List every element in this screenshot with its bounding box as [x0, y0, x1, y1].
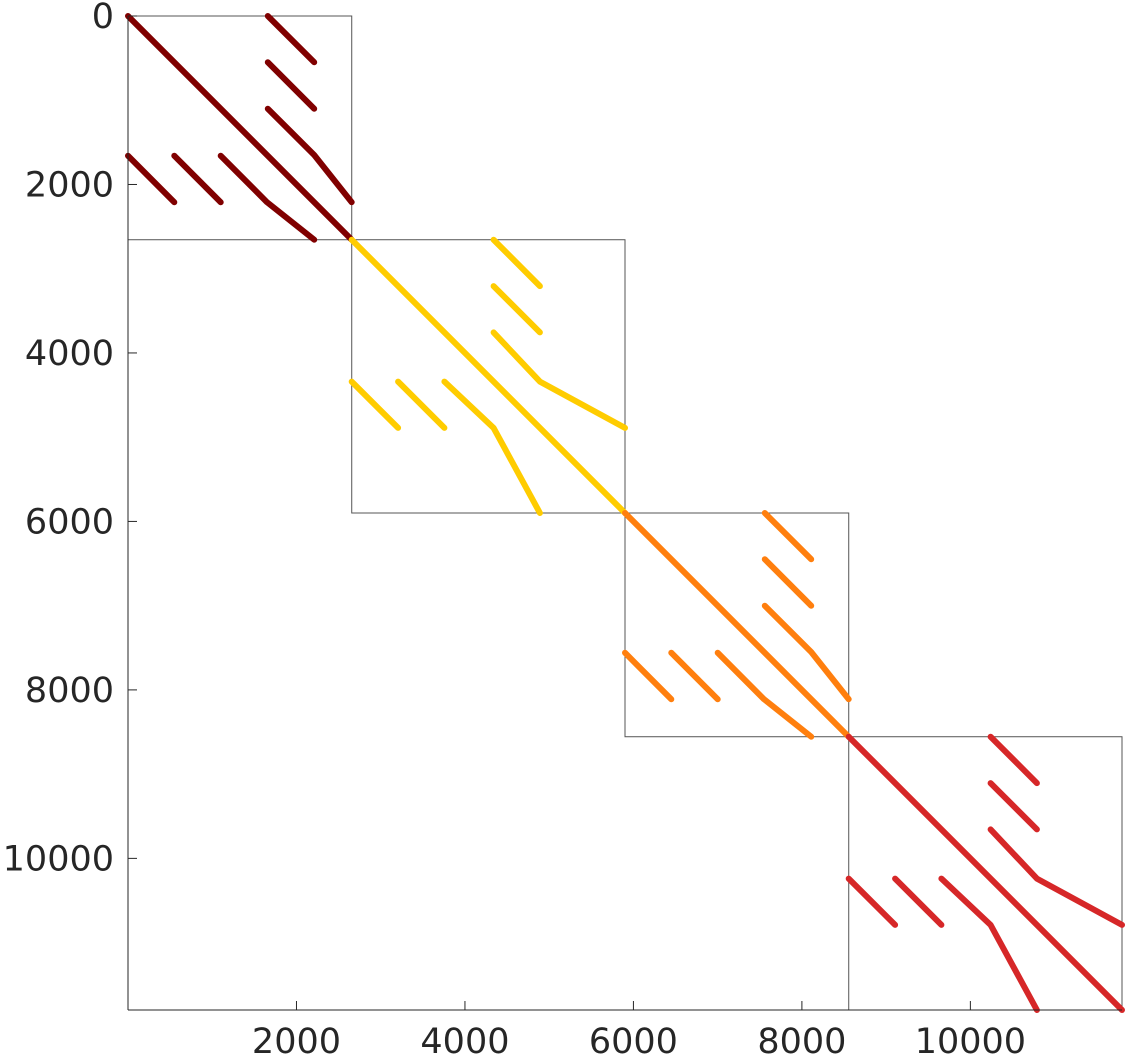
y-axis-ticks: 0 2000 4000 6000 8000 10000 — [3, 0, 137, 879]
block-2-nonzero-segment-7 — [441, 378, 543, 516]
block-2-nonzero-segment-6 — [395, 378, 448, 431]
block-1-nonzero-segment-2 — [264, 13, 318, 66]
block-1-nonzero-segment-3 — [264, 59, 318, 112]
block-4-nonzero-segment-4 — [987, 826, 1125, 928]
block-4-nonzero-segment-3 — [987, 780, 1040, 833]
y-tick-label: 2000 — [25, 165, 114, 205]
x-tick-label: 2000 — [252, 1022, 341, 1059]
block-2-nonzero-segment-1 — [348, 236, 628, 516]
block-1-nonzero-segment-7 — [217, 152, 318, 243]
x-tick-label: 6000 — [589, 1022, 678, 1059]
y-tick-label: 4000 — [25, 334, 114, 374]
y-tick-label: 8000 — [25, 671, 114, 711]
block-2-nonzero-segment-2 — [490, 236, 543, 290]
block-4-nonzero-segment-5 — [845, 875, 899, 928]
block-2-nonzero-segment-5 — [348, 378, 402, 431]
block-1-nonzero-segment-4 — [264, 105, 355, 206]
block-4-nonzero-segment-1 — [845, 733, 1125, 1013]
axes — [127, 16, 1122, 1011]
block-3-nonzero-segment-2 — [761, 510, 815, 563]
block-2-nonzero-segment-3 — [490, 283, 543, 336]
x-tick-label: 8000 — [757, 1022, 846, 1059]
block-4-nonzero-segment-2 — [987, 733, 1040, 787]
block-3-nonzero-segment-6 — [668, 649, 721, 703]
x-tick-label: 10000 — [915, 1022, 1026, 1059]
y-tick-label: 6000 — [25, 502, 114, 542]
block-2-nonzero-segment-4 — [490, 329, 628, 431]
block-3-nonzero-segment-5 — [622, 649, 675, 703]
block-3-nonzero-segment-1 — [622, 510, 852, 740]
block-3-nonzero-segment-4 — [761, 602, 852, 703]
x-tick-label: 4000 — [420, 1022, 509, 1059]
block-1-nonzero-segment-1 — [125, 13, 355, 243]
block-4-nonzero-segment-6 — [892, 875, 945, 928]
y-tick-label: 0 — [92, 0, 114, 37]
block-outline-3 — [624, 512, 850, 738]
block-outline-2 — [351, 239, 626, 514]
block-3-nonzero-segment-3 — [761, 556, 815, 609]
x-axis-ticks: 2000 4000 6000 8000 10000 — [252, 1001, 1026, 1059]
block-1-nonzero-segment-6 — [171, 152, 224, 206]
block-1-nonzero-segment-5 — [125, 152, 178, 206]
y-tick-label: 10000 — [3, 839, 114, 879]
block-4-nonzero-segment-7 — [938, 875, 1040, 1013]
nonzero-pattern — [125, 13, 1125, 1013]
block-3-nonzero-segment-7 — [714, 649, 815, 740]
